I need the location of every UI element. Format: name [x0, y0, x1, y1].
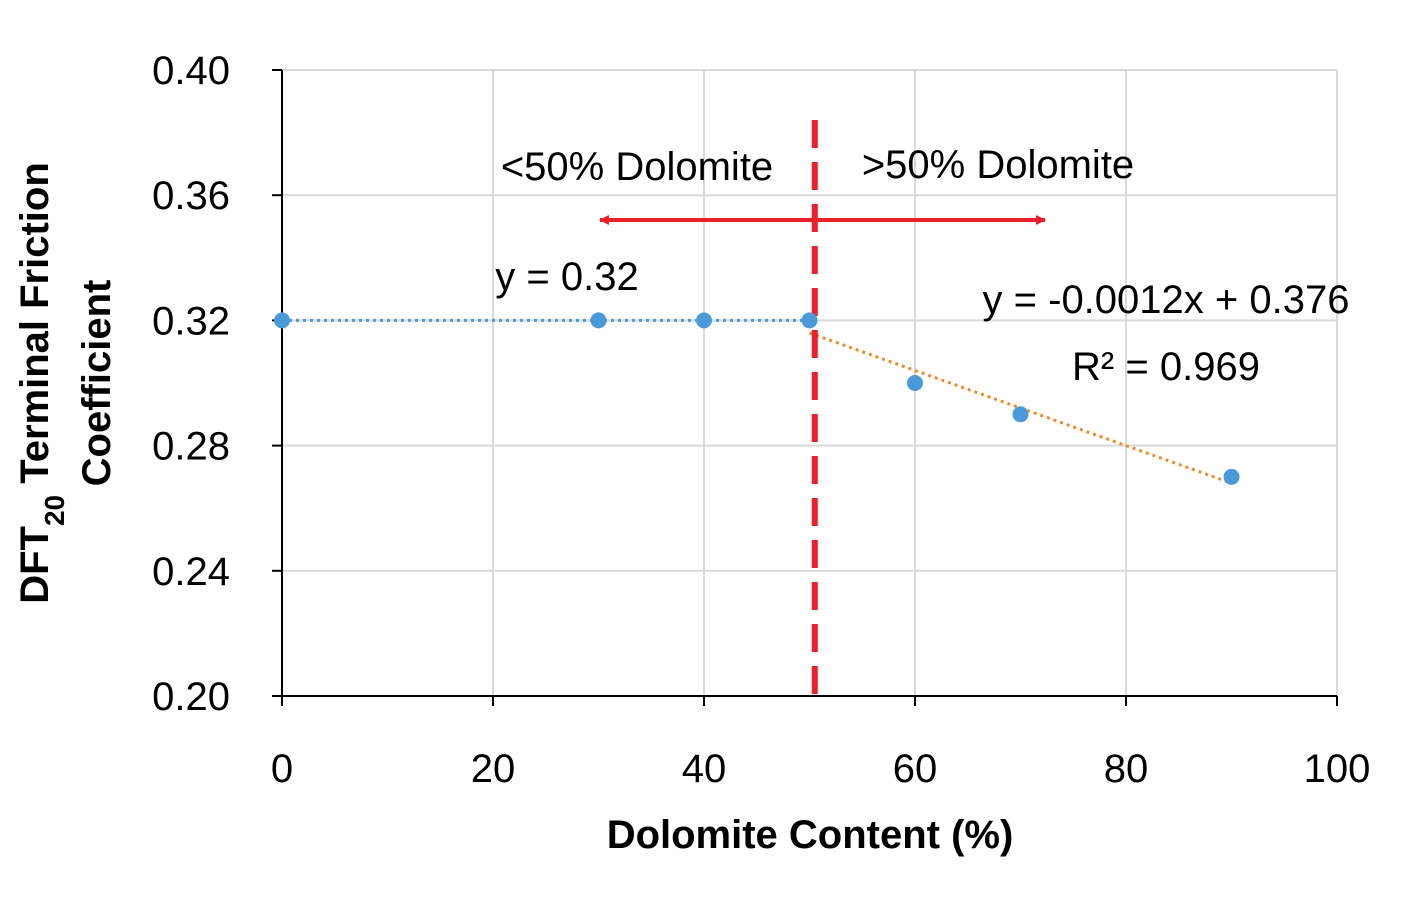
x-axis-title: Dolomite Content (%) [607, 813, 1014, 857]
y-axis-title-line2: Coefficient [75, 280, 119, 487]
trendline-layer [282, 318, 1233, 485]
y-tick-label: 0.24 [152, 550, 230, 594]
region-label-left: <50% Dolomite [501, 145, 773, 189]
y-tick-label: 0.20 [152, 675, 230, 719]
data-point [1223, 468, 1240, 485]
trend-equation-left: y = 0.32 [495, 255, 638, 299]
data-point [907, 375, 923, 391]
threshold-layer [599, 120, 1046, 700]
data-point [1012, 406, 1029, 423]
data-point [590, 312, 607, 329]
y-axis-title: DFT20 Terminal Friction [13, 162, 70, 604]
y-tick-label: 0.32 [152, 299, 230, 343]
y-tick-label: 0.28 [152, 425, 230, 469]
y-axis-title-subscript: 20 [39, 495, 70, 526]
y-tick-label: 0.36 [152, 174, 230, 218]
labels-layer: DFT20 Terminal Friction Coefficient Dolo… [13, 143, 1349, 857]
x-tick-label: 20 [471, 747, 516, 791]
x-tick-label: 40 [682, 747, 727, 791]
trendline [808, 331, 1233, 485]
data-point [801, 312, 818, 329]
trend-equation-right: y = -0.0012x + 0.376 [983, 278, 1350, 322]
points-layer [274, 312, 1240, 485]
y-tick-label: 0.40 [152, 49, 230, 93]
x-tick-label: 0 [271, 747, 293, 791]
y-axis-title-prefix: DFT [13, 526, 57, 604]
region-label-right: >50% Dolomite [862, 143, 1134, 187]
data-point [696, 312, 712, 329]
x-tick-label: 60 [893, 747, 938, 791]
y-axis-title-suffix: Terminal Friction [13, 162, 57, 495]
x-tick-label: 100 [1304, 747, 1371, 791]
data-point [274, 312, 290, 329]
trend-r2-right: R² = 0.969 [1072, 345, 1260, 389]
axes-layer: 0.20 0.24 0.28 0.32 0.36 0.40 0 20 40 60 80 100 [152, 49, 1370, 791]
x-tick-label: 80 [1104, 747, 1149, 791]
